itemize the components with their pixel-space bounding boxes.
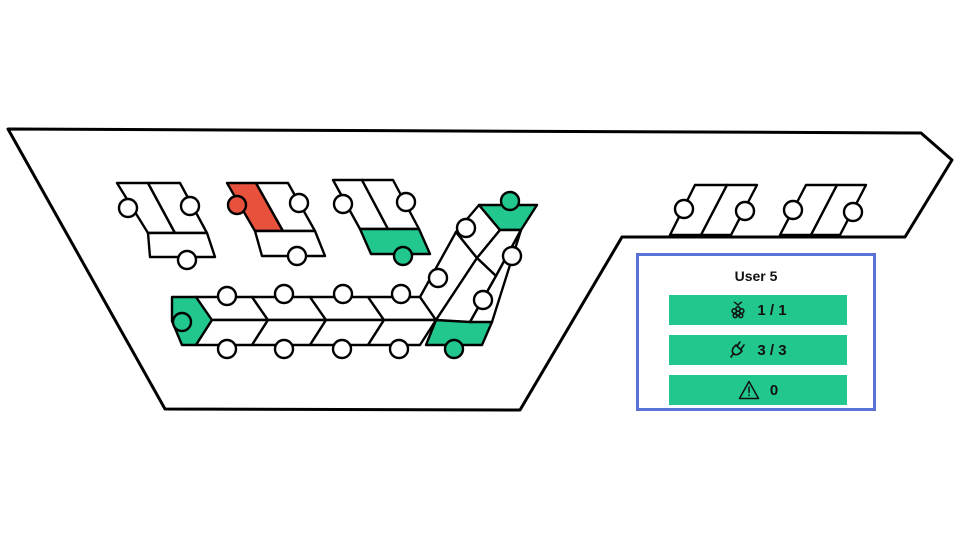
- port[interactable]: [390, 283, 412, 305]
- port[interactable]: [179, 195, 201, 217]
- port[interactable]: [499, 190, 521, 212]
- port[interactable]: [427, 267, 449, 289]
- port[interactable]: [501, 245, 523, 267]
- chain-diagonal[interactable]: [418, 203, 539, 324]
- module-1[interactable]: [115, 181, 217, 259]
- user-title: User 5: [734, 268, 778, 284]
- port[interactable]: [286, 245, 308, 267]
- port[interactable]: [332, 193, 354, 215]
- port[interactable]: [842, 201, 864, 223]
- stat-devices: 1 / 1: [669, 295, 847, 325]
- port[interactable]: [176, 249, 198, 271]
- chain-horizontal[interactable]: [170, 295, 494, 347]
- port[interactable]: [331, 338, 353, 360]
- stat-devices-value: 1 / 1: [757, 301, 787, 319]
- port[interactable]: [673, 198, 695, 220]
- port[interactable]: [388, 338, 410, 360]
- module-3[interactable]: [331, 178, 432, 256]
- port[interactable]: [455, 217, 477, 239]
- port[interactable]: [332, 283, 354, 305]
- port[interactable]: [226, 194, 248, 216]
- port[interactable]: [273, 283, 295, 305]
- port[interactable]: [472, 289, 494, 311]
- port[interactable]: [273, 338, 295, 360]
- stat-warnings: 0: [669, 375, 847, 405]
- stat-power-value: 3 / 3: [757, 341, 787, 359]
- module-4[interactable]: [668, 183, 759, 237]
- port[interactable]: [288, 192, 310, 214]
- port[interactable]: [117, 197, 139, 219]
- port[interactable]: [216, 285, 238, 307]
- port[interactable]: [443, 338, 465, 360]
- port[interactable]: [395, 191, 417, 213]
- module-2[interactable]: [225, 181, 327, 258]
- port[interactable]: [392, 245, 414, 267]
- user-panel: User 5 1 / 1 3 / 3: [636, 253, 876, 411]
- port[interactable]: [216, 338, 238, 360]
- port[interactable]: [782, 199, 804, 221]
- warning-icon: [738, 380, 760, 400]
- power-plug-icon: [729, 340, 747, 360]
- stat-warnings-value: 0: [769, 381, 779, 399]
- raspberry-pi-icon: [729, 300, 747, 320]
- module-5[interactable]: [778, 183, 868, 237]
- port[interactable]: [734, 200, 756, 222]
- stat-power: 3 / 3: [669, 335, 847, 365]
- port[interactable]: [171, 311, 193, 333]
